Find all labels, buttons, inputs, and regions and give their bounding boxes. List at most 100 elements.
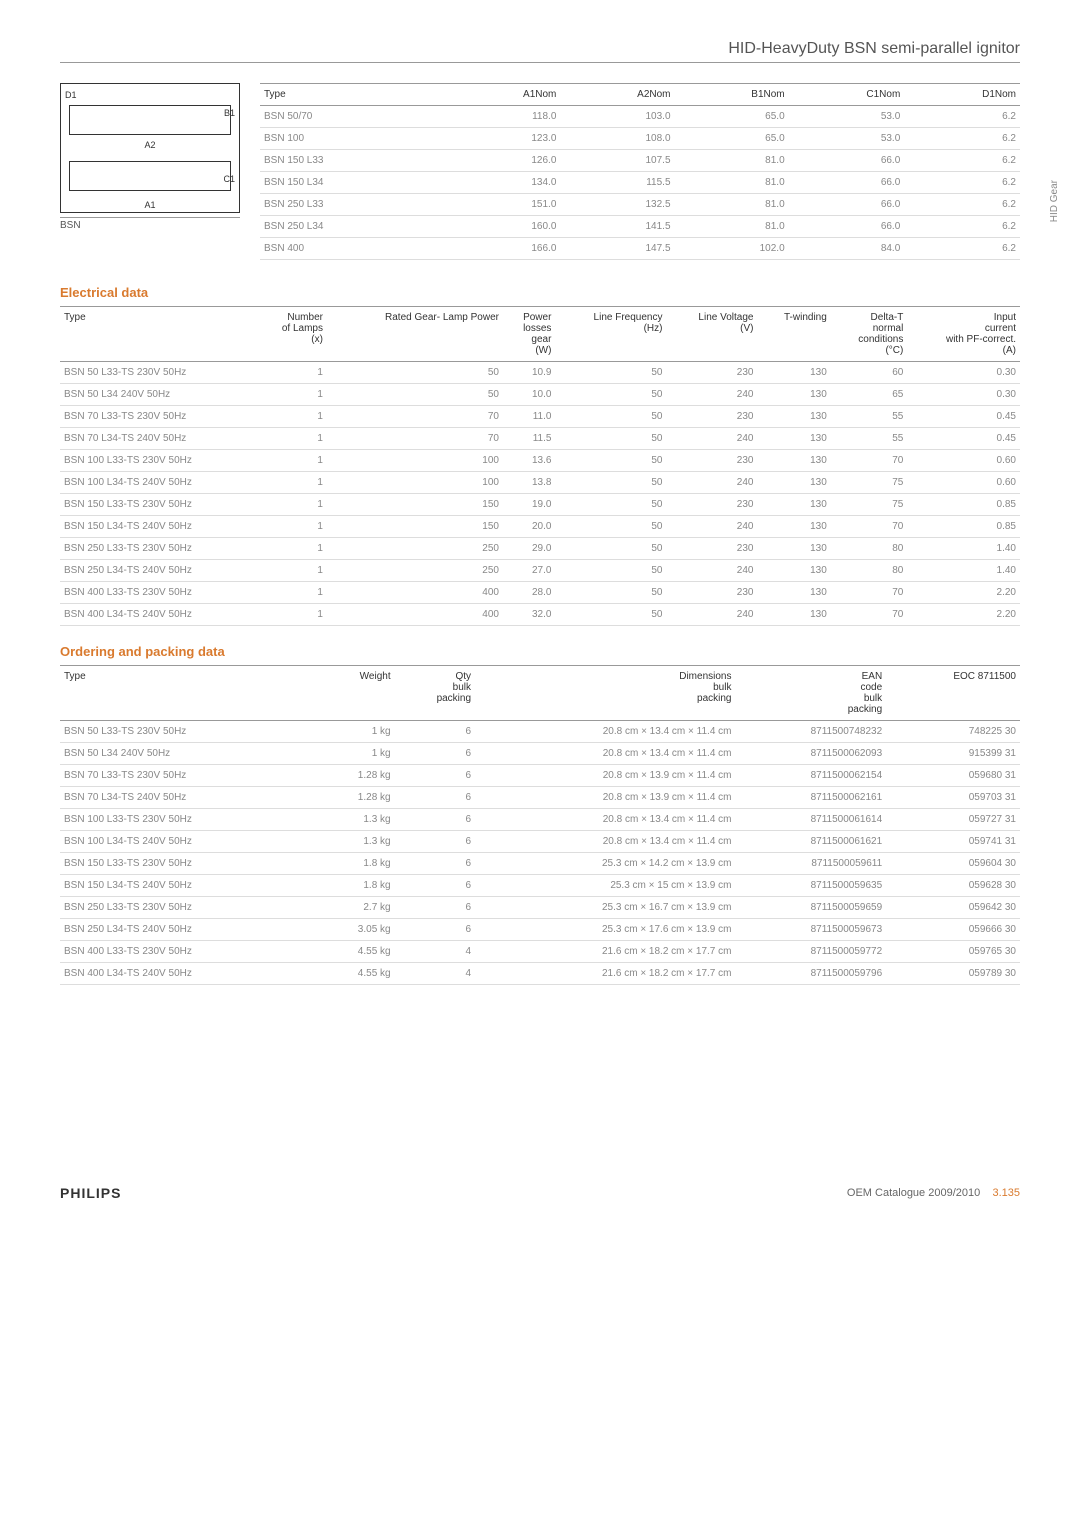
col-header: EANcodebulkpacking [735,666,886,721]
table-cell: BSN 70 L33-TS 230V 50Hz [60,406,256,428]
table-cell: 8711500059673 [735,919,886,941]
table-cell: 11.0 [503,406,555,428]
table-cell: 100 [327,472,503,494]
table-row: BSN 400 L34-TS 240V 50Hz4.55 kg421.6 cm … [60,963,1020,985]
table-cell: 1.28 kg [317,765,394,787]
table-cell: BSN 400 L34-TS 240V 50Hz [60,963,317,985]
table-row: BSN 150 L33-TS 230V 50Hz1.8 kg625.3 cm ×… [60,853,1020,875]
table-cell: 151.0 [446,194,560,216]
table-cell: BSN 50 L33-TS 230V 50Hz [60,721,317,743]
table-cell: 50 [555,384,666,406]
table-cell: 1 [256,538,327,560]
ordering-title: Ordering and packing data [60,644,1020,659]
table-cell: 6 [395,787,475,809]
table-cell: 6.2 [904,216,1020,238]
col-header: D1Nom [904,84,1020,106]
table-cell: 059680 31 [886,765,1020,787]
table-cell: 70 [327,428,503,450]
table-cell: 6 [395,721,475,743]
table-cell: 60 [831,362,908,384]
col-header: B1Nom [675,84,789,106]
table-cell: BSN 150 L33 [260,150,446,172]
table-cell: 6 [395,853,475,875]
col-header: Numberof Lamps(x) [256,307,327,362]
table-cell: BSN 70 L34-TS 240V 50Hz [60,787,317,809]
table-cell: 50 [555,538,666,560]
table-cell: 6.2 [904,106,1020,128]
table-cell: 0.30 [907,384,1020,406]
table-cell: 1 [256,582,327,604]
table-cell: 6 [395,743,475,765]
table-cell: 2.7 kg [317,897,394,919]
table-row: BSN 100 L34-TS 240V 50Hz110013.850240130… [60,472,1020,494]
table-row: BSN 50 L34 240V 50Hz1 kg620.8 cm × 13.4 … [60,743,1020,765]
col-header: Type [60,307,256,362]
table-cell: 53.0 [789,128,905,150]
table-cell: 059604 30 [886,853,1020,875]
table-cell: 8711500059772 [735,941,886,963]
col-header: Line Voltage(V) [666,307,757,362]
table-cell: 81.0 [675,216,789,238]
table-cell: 50 [555,450,666,472]
table-cell: 240 [666,516,757,538]
table-row: BSN 150 L33-TS 230V 50Hz115019.050230130… [60,494,1020,516]
table-cell: 107.5 [560,150,674,172]
table-cell: 915399 31 [886,743,1020,765]
table-cell: 123.0 [446,128,560,150]
table-cell: 20.0 [503,516,555,538]
table-cell: 50 [555,560,666,582]
table-cell: 400 [327,604,503,626]
table-cell: BSN 100 L34-TS 240V 50Hz [60,472,256,494]
table-cell: BSN 250 L34-TS 240V 50Hz [60,919,317,941]
col-header: C1Nom [789,84,905,106]
table-cell: 1 kg [317,743,394,765]
table-row: BSN 150 L33126.0107.581.066.06.2 [260,150,1020,172]
table-cell: 6.2 [904,194,1020,216]
table-cell: 8711500061621 [735,831,886,853]
table-cell: 1 [256,362,327,384]
table-cell: 55 [831,428,908,450]
table-cell: 141.5 [560,216,674,238]
table-cell: 0.85 [907,516,1020,538]
table-cell: 8711500059659 [735,897,886,919]
table-cell: 1.3 kg [317,831,394,853]
table-cell: BSN 400 L33-TS 230V 50Hz [60,941,317,963]
table-cell: 8711500059611 [735,853,886,875]
table-cell: 65.0 [675,128,789,150]
dim-d1: D1 [65,90,77,100]
table-row: BSN 50/70118.0103.065.053.06.2 [260,106,1020,128]
table-cell: 21.6 cm × 18.2 cm × 17.7 cm [475,941,735,963]
table-cell: BSN 50 L33-TS 230V 50Hz [60,362,256,384]
table-cell: 25.3 cm × 15 cm × 13.9 cm [475,875,735,897]
table-cell: 1.28 kg [317,787,394,809]
table-cell: 150 [327,494,503,516]
table-cell: BSN 70 L34-TS 240V 50Hz [60,428,256,450]
table-cell: 6 [395,919,475,941]
table-cell: 240 [666,384,757,406]
table-cell: BSN 100 L33-TS 230V 50Hz [60,809,317,831]
table-cell: BSN 250 L34-TS 240V 50Hz [60,560,256,582]
table-cell: 1.8 kg [317,875,394,897]
table-cell: 50 [555,516,666,538]
table-cell: 50 [327,362,503,384]
col-header: Dimensionsbulkpacking [475,666,735,721]
table-cell: 1 [256,604,327,626]
dim-c1: C1 [223,174,235,184]
table-cell: 1 [256,384,327,406]
table-cell: BSN 400 L34-TS 240V 50Hz [60,604,256,626]
table-cell: 8711500062093 [735,743,886,765]
table-row: BSN 50 L33-TS 230V 50Hz1 kg620.8 cm × 13… [60,721,1020,743]
table-row: BSN 50 L33-TS 230V 50Hz15010.95023013060… [60,362,1020,384]
catalogue-name: OEM Catalogue 2009/2010 [847,1187,980,1199]
table-cell: 29.0 [503,538,555,560]
table-cell: BSN 250 L33-TS 230V 50Hz [60,897,317,919]
table-row: BSN 400166.0147.5102.084.06.2 [260,238,1020,260]
table-cell: 50 [555,472,666,494]
table-cell: 25.3 cm × 17.6 cm × 13.9 cm [475,919,735,941]
table-cell: 6.2 [904,238,1020,260]
table-cell: 13.8 [503,472,555,494]
table-cell: 130 [757,582,830,604]
table-cell: 50 [327,384,503,406]
table-cell: 1 [256,494,327,516]
table-row: BSN 250 L34-TS 240V 50Hz125027.050240130… [60,560,1020,582]
